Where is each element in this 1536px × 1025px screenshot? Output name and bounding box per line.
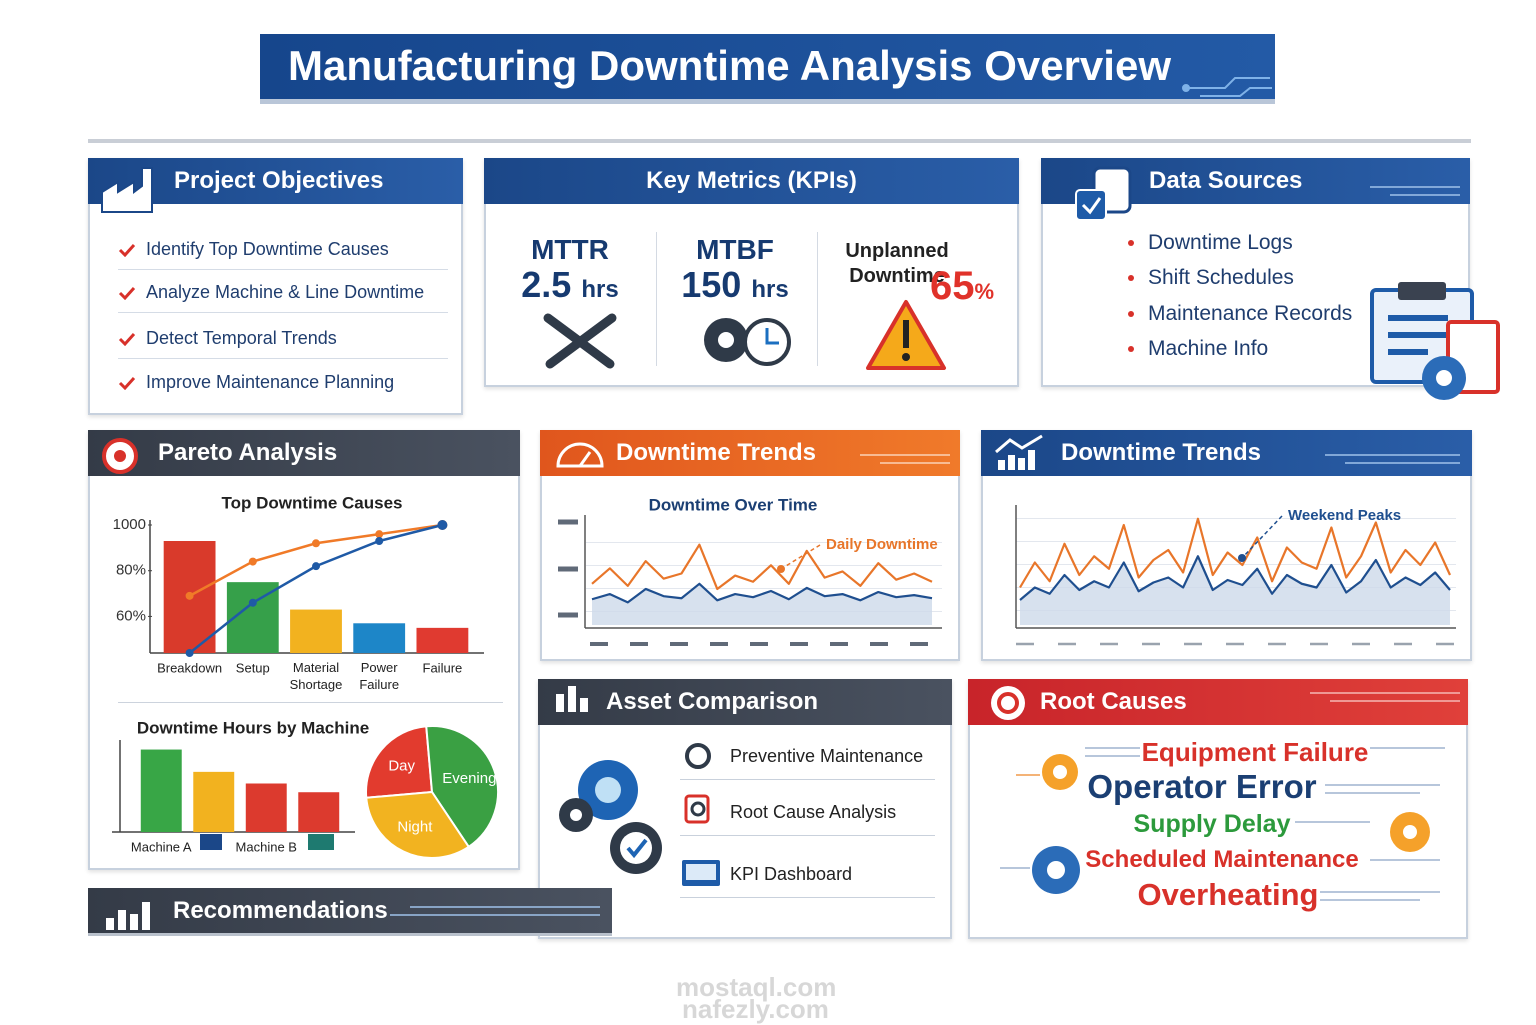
objective: Analyze Machine & Line Downtime — [118, 272, 448, 313]
trends-header: Downtime Trends — [981, 430, 1472, 476]
section-title: Downtime Trends — [1061, 439, 1262, 466]
section-title: Asset Comparison — [606, 688, 819, 715]
section-title: Key Metrics (KPIs) — [646, 167, 857, 194]
kpi-number: 65 — [930, 264, 975, 308]
recommendations-bar: Recommendations — [88, 888, 612, 936]
data-sources-header: Data Sources — [1041, 158, 1470, 204]
asset-text: Root Cause Analysis — [730, 802, 897, 822]
pareto-header: Pareto Analysis — [88, 430, 520, 476]
kpi-unit: % — [974, 279, 995, 304]
separator — [118, 702, 503, 703]
kpi-value: 2.5 hrs — [490, 264, 650, 306]
root-cause: Equipment Failure — [1141, 737, 1369, 767]
data-source: Downtime Logs — [1128, 231, 1293, 255]
asset-text: Preventive Maintenance — [730, 746, 924, 766]
data-source-text: Machine Info — [1148, 337, 1269, 360]
section-title: Recommendations — [173, 897, 388, 924]
kpi-number: 2.5 — [521, 264, 572, 305]
data-source-text: Maintenance Records — [1148, 302, 1353, 325]
data-source: Maintenance Records — [1128, 302, 1352, 326]
watermark: nafezly.com — [682, 994, 829, 1024]
plot-grid — [586, 520, 942, 628]
kpi-value: 150 hrs — [655, 264, 815, 306]
kpi-unit: hrs — [581, 276, 619, 303]
objective: Improve Maintenance Planning — [118, 362, 448, 402]
root-cause: Overheating — [1137, 877, 1319, 912]
kpi-divider — [817, 232, 818, 366]
kpi-unit: hrs — [751, 276, 789, 303]
objective-text: Detect Temporal Trends — [146, 328, 337, 348]
kpi-header: Key Metrics (KPIs) — [484, 158, 1019, 204]
root-cause: Operator Error — [1087, 768, 1317, 805]
section-title: Data Sources — [1149, 167, 1303, 194]
objective-text: Improve Maintenance Planning — [146, 372, 395, 392]
root-cause: Scheduled Maintenance — [1085, 846, 1359, 873]
section-title: Pareto Analysis — [158, 439, 338, 466]
divider — [88, 139, 1471, 143]
root-causes-header: Root Causes — [968, 679, 1468, 725]
data-source-text: Shift Schedules — [1148, 266, 1294, 289]
watermark: mostaql.com — [676, 972, 837, 1002]
kpi-value: 65% — [930, 264, 994, 309]
data-source-text: Downtime Logs — [1148, 231, 1293, 254]
page-title: Manufacturing Downtime Analysis Overview — [288, 42, 1171, 89]
kpi-label: MTTR — [531, 234, 609, 265]
data-source: Shift Schedules — [1128, 266, 1294, 290]
objective: Identify Top Downtime Causes — [118, 229, 448, 270]
asset-item: Preventive Maintenance — [680, 733, 935, 780]
section-title: Downtime Trends — [616, 439, 817, 466]
pareto-panel — [88, 430, 520, 870]
kpi-label: MTBF — [696, 234, 774, 265]
kpi-number: 150 — [681, 264, 742, 305]
asset-item: Root Cause Analysis — [680, 789, 935, 836]
kpi-label: Unplanned Downtime — [845, 240, 949, 287]
asset-item: KPI Dashboard — [680, 851, 935, 898]
objective: Detect Temporal Trends — [118, 318, 448, 359]
objective-text: Analyze Machine & Line Downtime — [146, 282, 425, 302]
asset-text: KPI Dashboard — [730, 864, 853, 884]
root-cause: Supply Delay — [1133, 810, 1291, 838]
data-source: Machine Info — [1128, 337, 1268, 361]
title-bar — [260, 34, 1275, 104]
objectives-header: Project Objectives — [88, 158, 463, 204]
kpi-divider — [656, 232, 657, 366]
objective-text: Identify Top Downtime Causes — [146, 239, 389, 259]
section-title: Project Objectives — [174, 167, 384, 194]
plot-grid — [1016, 496, 1456, 628]
trends-header: Downtime Trends — [540, 430, 960, 476]
assets-header: Asset Comparison — [538, 679, 952, 725]
section-title: Root Causes — [1040, 688, 1187, 715]
